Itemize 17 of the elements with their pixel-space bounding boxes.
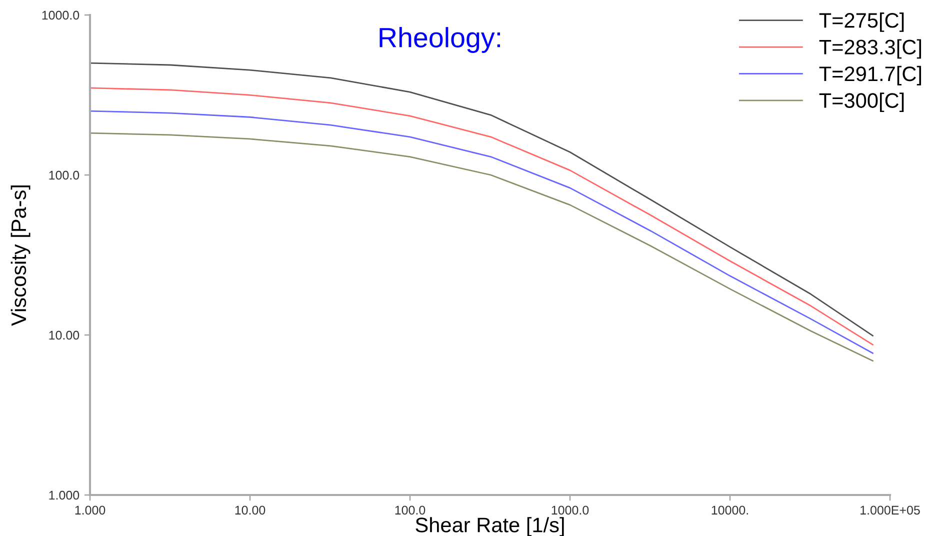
x-tick-label: 1.000	[75, 506, 106, 515]
y-tick-label: 10.00	[49, 330, 80, 340]
legend-label: T=300[C]	[819, 92, 904, 112]
x-axis-title: Shear Rate [1/s]	[416, 517, 564, 536]
x-tick-label: 1000.0	[552, 506, 589, 515]
legend-label: T=291.7[C]	[819, 66, 922, 86]
x-tick-label: 10000.	[712, 506, 748, 515]
y-tick-label: 1000.0	[42, 10, 80, 20]
x-tick-label: 10.00	[235, 506, 266, 515]
y-tick-label: 1.000	[49, 490, 80, 500]
legend-label: T=283.3[C]	[819, 39, 922, 59]
legend-label: T=275[C]	[819, 12, 904, 32]
y-tick-label: 100.0	[49, 170, 80, 180]
chart-title: Rheology:	[380, 27, 500, 53]
x-tick-label: 100.0	[395, 506, 426, 515]
x-tick-label: 1.000E+05	[860, 506, 920, 515]
y-axis-title: Viscosity [Pa-s]	[10, 185, 30, 326]
